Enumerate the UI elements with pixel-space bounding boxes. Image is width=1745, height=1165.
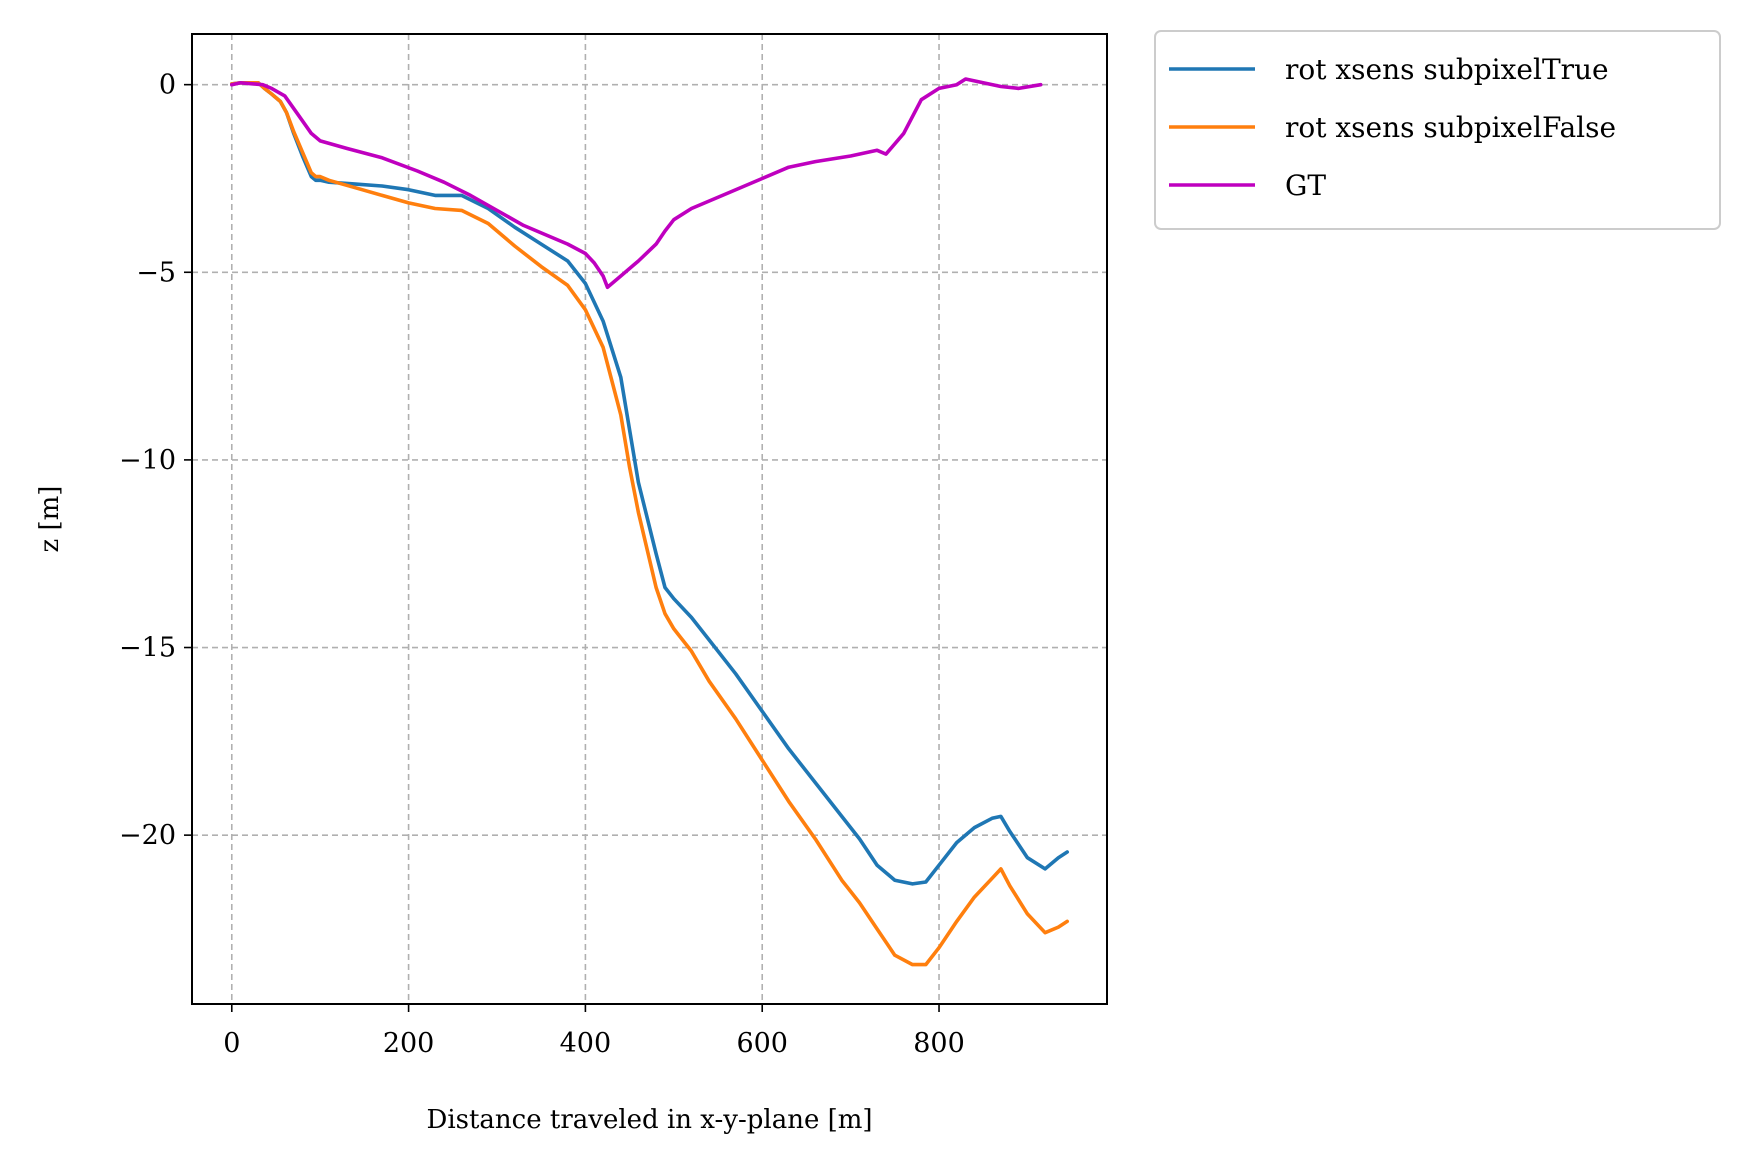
axis-ticks: 0 200 400 600 800 0 −5 −10 −15 −20 [119, 70, 965, 1059]
x-axis-label: Distance traveled in x-y-plane [m] [426, 1105, 872, 1135]
y-tick-label: 0 [159, 70, 176, 101]
series-line-rot-xsens-subpixelfalse [230, 81, 1069, 967]
legend-label: rot xsens subpixelTrue [1285, 53, 1609, 86]
y-axis-label: z [m] [35, 486, 65, 553]
grid [192, 34, 1107, 1004]
x-tick-label: 600 [736, 1028, 788, 1059]
x-tick-label: 800 [913, 1028, 965, 1059]
legend-label: GT [1285, 169, 1326, 202]
series-line-rot-xsens-subpixeltrue [230, 81, 1069, 886]
x-tick-label: 400 [560, 1028, 612, 1059]
legend-label: rot xsens subpixelFalse [1285, 111, 1616, 144]
plot-frame [191, 33, 1108, 1005]
y-tick-label: −15 [119, 633, 176, 664]
y-tick-label: −5 [136, 257, 176, 288]
x-tick-label: 0 [223, 1028, 240, 1059]
series-lines [230, 77, 1069, 967]
legend-box [1154, 30, 1721, 230]
y-tick-label: −20 [119, 820, 176, 851]
legend: rot xsens subpixelTrue rot xsens subpixel… [1154, 30, 1721, 230]
series-line-gt [230, 77, 1043, 290]
x-tick-label: 200 [383, 1028, 435, 1059]
y-tick-label: −10 [119, 445, 176, 476]
